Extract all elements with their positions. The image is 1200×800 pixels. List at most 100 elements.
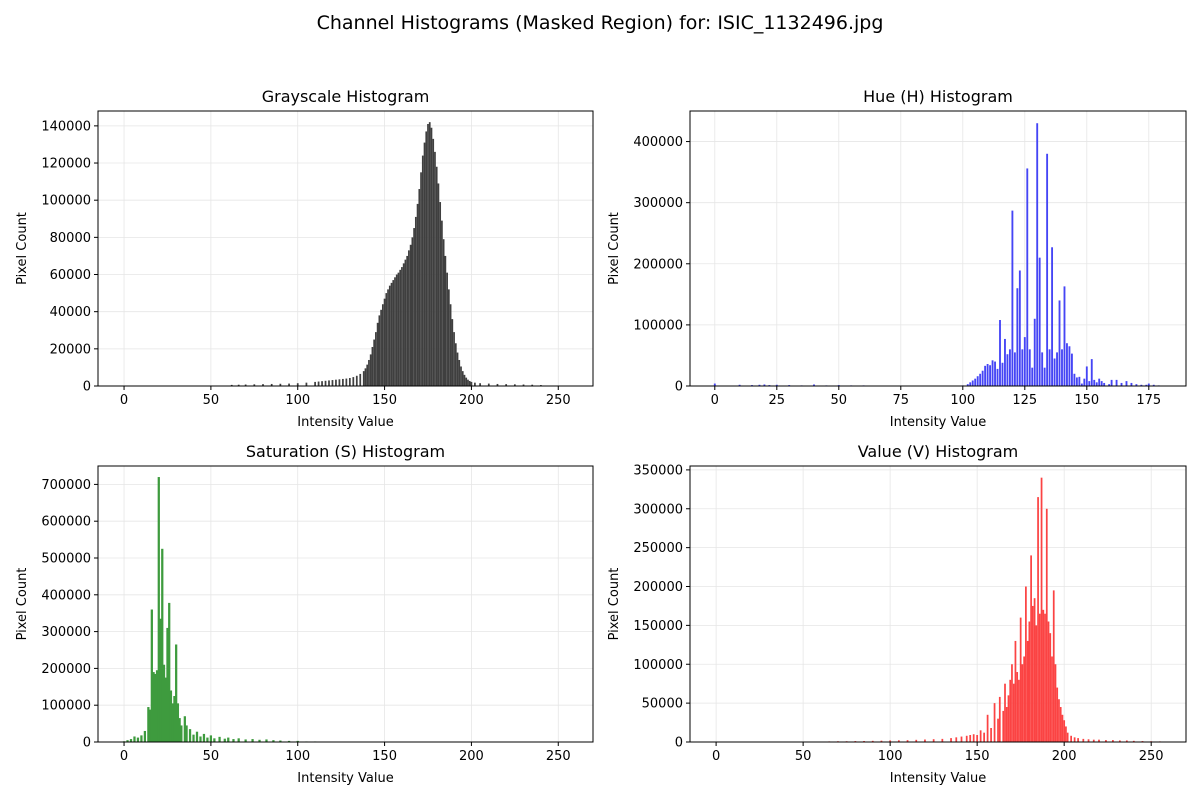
histogram-bar xyxy=(897,740,900,742)
y-tick-label: 150000 xyxy=(633,619,683,634)
histogram-bar xyxy=(1112,740,1114,742)
histogram-bar xyxy=(1073,373,1076,386)
histogram-bar xyxy=(1051,656,1053,742)
histogram-bar xyxy=(979,730,982,742)
histogram-bar xyxy=(969,735,972,742)
histogram-bar xyxy=(1083,378,1086,386)
histogram-bar xyxy=(232,739,235,742)
histogram-bar xyxy=(1073,737,1076,742)
histogram-bar xyxy=(1063,286,1066,386)
histogram-bar xyxy=(1056,352,1058,386)
histogram-bar xyxy=(1006,354,1009,386)
histogram-bar xyxy=(147,707,150,742)
y-tick-label: 250000 xyxy=(633,541,683,556)
histogram-bar xyxy=(990,728,992,742)
histogram-bar xyxy=(775,384,778,386)
histogram-bar xyxy=(1118,740,1121,742)
histogram-bar xyxy=(763,384,766,386)
histogram-bar xyxy=(1004,683,1006,742)
histogram-bar xyxy=(364,368,367,386)
histogram-bar xyxy=(713,383,716,386)
histogram-bar xyxy=(1068,346,1071,386)
histogram-bar xyxy=(1019,617,1022,742)
histogram-bar xyxy=(461,371,464,386)
histogram-bar xyxy=(383,298,386,386)
histogram-bar xyxy=(1145,384,1148,386)
histogram-bar xyxy=(1115,379,1118,386)
y-tick-label: 0 xyxy=(675,736,683,751)
histogram-bar xyxy=(418,189,421,386)
histogram-bar xyxy=(296,383,299,386)
histogram-bar xyxy=(1053,358,1056,386)
histogram-bar xyxy=(411,237,414,386)
histogram-bar xyxy=(465,377,468,386)
histogram-bar xyxy=(1070,353,1073,386)
y-tick-label: 200000 xyxy=(633,257,683,272)
panel-title: Value (V) Histogram xyxy=(858,442,1019,461)
histogram-bar xyxy=(976,735,979,742)
histogram-bar xyxy=(979,373,982,386)
histogram-bar xyxy=(449,304,452,386)
histogram-bar xyxy=(1058,300,1061,386)
histogram-bar xyxy=(279,383,282,386)
y-tick-label: 350000 xyxy=(633,463,683,478)
x-tick-label: 0 xyxy=(120,749,128,764)
histogram-bar xyxy=(178,718,181,742)
histogram-bar xyxy=(915,739,918,742)
y-tick-label: 0 xyxy=(83,380,91,395)
histogram-bar xyxy=(1135,384,1138,386)
axes-frame xyxy=(97,465,594,743)
histogram-bar xyxy=(456,352,459,386)
histogram-bar xyxy=(183,716,186,742)
histogram-bar xyxy=(1031,605,1034,742)
histogram-bar xyxy=(941,738,944,742)
histogram-bar xyxy=(1016,672,1019,742)
histogram-bar xyxy=(1028,621,1031,742)
axes-frame xyxy=(97,110,594,387)
histogram-panel-4: 0 50 100 150 200 250 0 50000 100000 150000 200000 2… xyxy=(607,442,1187,786)
histogram-bar xyxy=(1100,381,1103,386)
histogram-bar xyxy=(335,379,337,386)
histogram-bar xyxy=(1130,382,1133,386)
histogram-bar xyxy=(976,376,979,386)
histogram-bar xyxy=(513,384,516,386)
histogram-bar xyxy=(324,380,327,386)
y-tick-label: 140000 xyxy=(41,119,91,134)
histogram-bar xyxy=(1092,739,1095,742)
x-tick-label: 125 xyxy=(1012,393,1037,408)
histogram-bar xyxy=(974,378,977,386)
y-axis-label: Pixel Count xyxy=(15,568,30,641)
y-tick-label: 100000 xyxy=(41,699,91,714)
y-tick-label: 50000 xyxy=(642,697,683,712)
histogram-bar xyxy=(1088,381,1091,386)
histogram-bar xyxy=(355,375,358,386)
histogram-bar xyxy=(1082,738,1085,742)
y-tick-label: 120000 xyxy=(41,157,91,172)
histogram-bar xyxy=(1059,707,1062,742)
histogram-bar xyxy=(159,618,162,742)
histogram-bar xyxy=(1018,270,1021,386)
x-tick-label: 200 xyxy=(459,749,484,764)
histogram-bar xyxy=(446,272,448,386)
histogram-bar xyxy=(986,714,989,742)
histogram-bar xyxy=(397,272,400,386)
histogram-bar xyxy=(1078,376,1081,386)
panel-title: Hue (H) Histogram xyxy=(863,87,1013,106)
x-tick-label: 250 xyxy=(1139,749,1164,764)
x-axis-label: Intensity Value xyxy=(890,771,986,786)
x-tick-label: 25 xyxy=(769,393,786,408)
histogram-bar xyxy=(378,315,381,386)
histogram-bar xyxy=(251,739,254,742)
histogram-bar xyxy=(152,672,155,742)
histogram-bar xyxy=(420,172,422,386)
histogram-bar xyxy=(352,377,355,386)
histogram-bar xyxy=(1052,590,1055,742)
histogram-bar xyxy=(1090,359,1093,386)
histogram-bar xyxy=(371,346,374,386)
histogram-bar xyxy=(1033,598,1036,742)
histogram-bar xyxy=(1002,710,1005,742)
histogram-bar xyxy=(1054,664,1057,742)
histogram-bar xyxy=(262,384,264,386)
histogram-bar xyxy=(1044,613,1046,742)
histogram-bar xyxy=(1026,168,1029,386)
